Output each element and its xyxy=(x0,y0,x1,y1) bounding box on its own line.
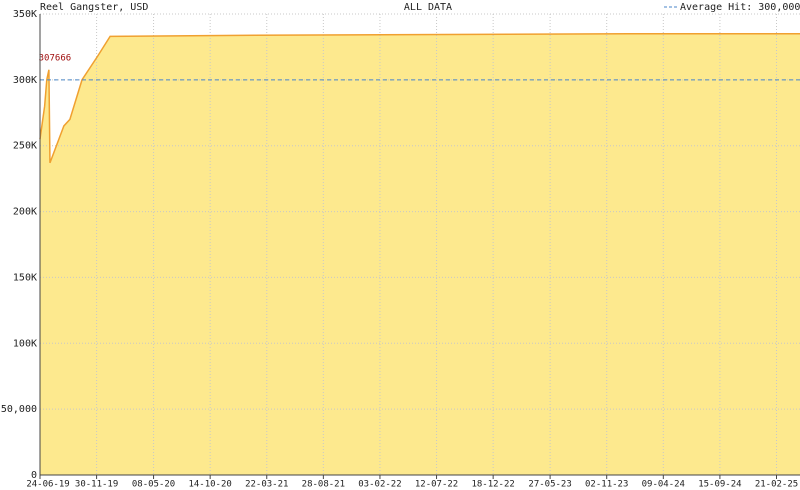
y-tick-label: 100K xyxy=(13,338,37,349)
x-tick-label: 08-05-20 xyxy=(132,480,175,490)
y-tick-label: 0 xyxy=(31,470,37,481)
y-tick-label: 250K xyxy=(13,141,37,152)
x-tick-label: 09-04-24 xyxy=(642,480,685,490)
y-tick-label: 350K xyxy=(13,9,37,20)
x-tick-label: 18-12-22 xyxy=(471,480,514,490)
chart-subtitle: ALL DATA xyxy=(404,2,452,13)
x-tick-label: 30-11-19 xyxy=(75,480,118,490)
x-tick-label: 27-05-23 xyxy=(528,480,571,490)
y-tick-label: 300K xyxy=(13,75,37,86)
y-tick-label: 200K xyxy=(13,207,37,218)
chart-title: Reel Gangster, USD xyxy=(40,2,148,13)
y-tick-label: 50,000 xyxy=(1,404,37,415)
legend-label: Average Hit: 300,000 xyxy=(680,2,800,13)
x-tick-label: 24-06-19 xyxy=(26,480,69,490)
x-tick-label: 03-02-22 xyxy=(358,480,401,490)
x-tick-label: 15-09-24 xyxy=(698,480,741,490)
x-tick-label: 21-02-25 xyxy=(755,480,798,490)
y-tick-label: 150K xyxy=(13,272,37,283)
x-tick-label: 12-07-22 xyxy=(415,480,458,490)
x-tick-label: 22-03-21 xyxy=(245,480,288,490)
line xyxy=(39,33,800,164)
peak-label: 307666 xyxy=(39,53,72,63)
area xyxy=(40,33,800,475)
x-tick-label: 14-10-20 xyxy=(188,480,231,490)
x-tick-label: 02-11-23 xyxy=(585,480,628,490)
x-tick-label: 28-08-21 xyxy=(302,480,345,490)
